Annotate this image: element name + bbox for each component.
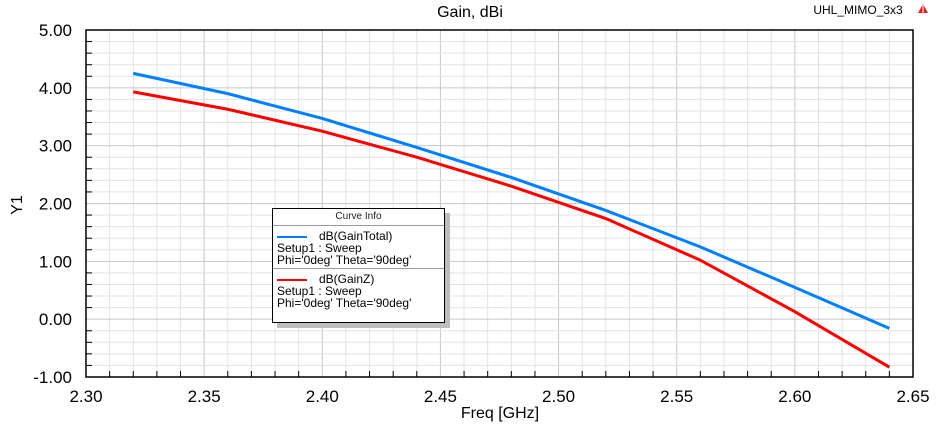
x-tick-label: 2.40 [306, 387, 339, 406]
y-tick-label: 5.00 [39, 21, 72, 40]
y-tick-label: -1.00 [33, 368, 72, 387]
y-axis-label: Y1 [9, 195, 26, 215]
legend-series-name: dB(GainZ) [319, 272, 375, 286]
legend-title: Curve Info [273, 209, 444, 226]
legend-setup: Setup1 : Sweep [277, 241, 362, 255]
y-tick-label: 2.00 [39, 195, 72, 214]
y-tick-label: 3.00 [39, 137, 72, 156]
x-tick-label: 2.30 [69, 387, 102, 406]
chart-title: Gain, dBi [437, 4, 503, 21]
y-tick-label: 0.00 [39, 310, 72, 329]
x-tick-label: 2.35 [188, 387, 221, 406]
legend-params: Phi='0deg' Theta='90deg' [277, 296, 412, 310]
curve-info-legend[interactable]: Curve Info dB(GainTotal) Setup1 : Sweep … [272, 208, 445, 323]
legend-swatch-blue [277, 235, 307, 238]
series-line-gain-total [132, 71, 890, 330]
legend-setup: Setup1 : Sweep [277, 284, 362, 298]
x-tick-label: 2.55 [660, 387, 693, 406]
legend-entry: dB(GainZ) Setup1 : Sweep Phi='0deg' Thet… [273, 268, 444, 311]
y-tick-label: 4.00 [39, 79, 72, 98]
x-tick-label: 2.65 [896, 387, 929, 406]
y-tick-label: 1.00 [39, 252, 72, 271]
legend-swatch-red [277, 278, 307, 281]
x-tick-label: 2.60 [778, 387, 811, 406]
legend-entry: dB(GainTotal) Setup1 : Sweep Phi='0deg' … [273, 226, 444, 268]
x-axis-label: Freq [GHz] [461, 405, 539, 422]
plot-frame [85, 29, 914, 378]
ansys-triangle-icon [918, 4, 928, 13]
x-tick-label: 2.50 [542, 387, 575, 406]
legend-params: Phi='0deg' Theta='90deg' [277, 253, 412, 267]
project-name: UHL_MIMO_3x3 [813, 3, 903, 17]
x-tick-label: 2.45 [424, 387, 457, 406]
legend-series-name: dB(GainTotal) [319, 229, 393, 243]
series-line-gain-z [132, 90, 891, 369]
